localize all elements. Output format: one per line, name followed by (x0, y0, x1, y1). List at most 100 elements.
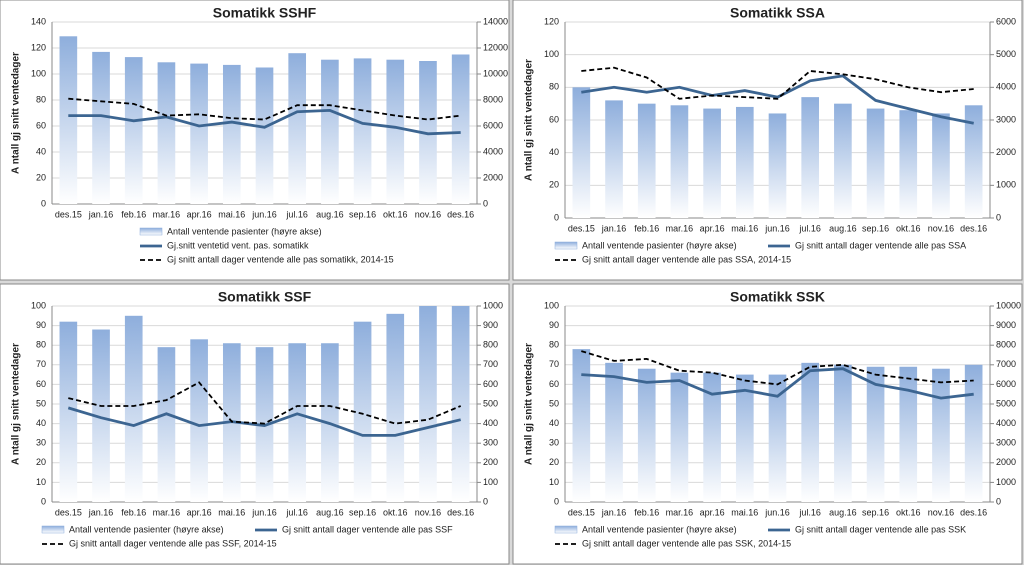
x-tick-label: mar.16 (666, 507, 694, 517)
y2-tick-label: 800 (483, 340, 498, 350)
x-tick-label: apr.16 (700, 223, 725, 233)
bar (353, 58, 372, 205)
y2-tick-label: 2000 (996, 457, 1016, 467)
legend-label: Gj snitt antall dager ventende alle pas … (795, 524, 966, 534)
x-tick-label: jun.16 (764, 223, 790, 233)
x-tick-label: apr.16 (700, 507, 725, 517)
bar (899, 110, 918, 218)
y-tick-label: 30 (36, 438, 46, 448)
bar (637, 368, 656, 502)
y-axis-label: A ntall gj snitt ventedager (11, 343, 22, 465)
y-tick-label: 80 (549, 82, 559, 92)
chart-title: Somatikk SSF (218, 289, 312, 305)
y-tick-label: 20 (549, 180, 559, 190)
x-tick-label: mai.16 (218, 507, 245, 517)
dashed-line (581, 66, 974, 100)
y2-tick-label: 700 (483, 359, 498, 369)
x-tick-label: apr.16 (187, 507, 212, 517)
y-tick-label: 20 (36, 172, 46, 182)
x-tick-label: aug.16 (829, 223, 857, 233)
bar (157, 347, 176, 502)
y-tick-label: 50 (36, 398, 46, 408)
chart-title: Somatikk SSA (730, 5, 825, 21)
x-tick-label: mar.16 (153, 507, 181, 517)
x-tick-label: mar.16 (153, 209, 181, 219)
y2-tick-label: 3000 (996, 438, 1016, 448)
y-tick-label: 0 (41, 198, 46, 208)
legend-label: Antall ventende pasienter (høyre akse) (582, 524, 737, 534)
y2-tick-label: 1000 (483, 300, 503, 310)
legend-swatch (139, 227, 163, 236)
chart-panel: Somatikk SSK A ntall gj snitt ventedager 0… (512, 283, 1023, 565)
bar (386, 59, 405, 205)
x-tick-label: sep.16 (862, 223, 889, 233)
x-tick-label: feb.16 (121, 507, 146, 517)
legend-label: Gj snitt antall dager ventende alle pas … (69, 538, 277, 548)
bar (866, 108, 885, 218)
y2-tick-label: 8000 (996, 340, 1016, 350)
y2-tick-label: 12000 (483, 42, 508, 52)
y-tick-label: 80 (549, 340, 559, 350)
y2-tick-label: 200 (483, 457, 498, 467)
x-tick-label: okt.16 (896, 507, 921, 517)
bar (768, 113, 787, 218)
y-tick-label: 0 (554, 212, 559, 222)
x-tick-label: jan.16 (601, 223, 627, 233)
chart-panel: Somatikk SSA A ntall gj snitt ventedager 0… (512, 0, 1023, 281)
y2-tick-label: 6000 (483, 120, 503, 130)
y-axis-label: A ntall gj snitt ventedager (524, 59, 535, 181)
bar (321, 59, 339, 205)
bar (353, 321, 372, 502)
bar (735, 374, 754, 502)
x-tick-label: aug.16 (829, 507, 857, 517)
y-tick-label: 100 (31, 68, 46, 78)
y-tick-label: 70 (36, 359, 46, 369)
x-tick-label: sep.16 (349, 209, 376, 219)
bar (572, 349, 591, 502)
y2-tick-label: 2000 (483, 172, 503, 182)
y2-tick-label: 300 (483, 438, 498, 448)
x-tick-label: feb.16 (634, 223, 659, 233)
bar (190, 63, 208, 204)
y-tick-label: 20 (36, 457, 46, 467)
bar (605, 100, 623, 218)
line (581, 74, 974, 125)
y2-tick-label: 100 (483, 477, 498, 487)
y-axis-label: A ntall gj snitt ventedager (11, 52, 22, 174)
bar (834, 364, 852, 502)
y2-tick-label: 500 (483, 398, 498, 408)
y2-tick-label: 3000 (996, 114, 1016, 124)
bar (670, 372, 689, 502)
y-tick-label: 30 (549, 438, 559, 448)
y-axis-label: A ntall gj snitt ventedager (524, 343, 535, 465)
bar (59, 36, 78, 204)
x-tick-label: des.15 (568, 223, 595, 233)
x-tick-label: nov.16 (928, 507, 954, 517)
x-tick-label: sep.16 (862, 507, 889, 517)
bar (866, 366, 885, 502)
legend-swatch (554, 525, 578, 534)
bar (703, 372, 721, 502)
x-tick-label: mar.16 (666, 223, 694, 233)
y2-tick-label: 6000 (996, 379, 1016, 389)
legend-swatch (554, 241, 578, 250)
bar (419, 306, 437, 502)
bar (222, 64, 241, 205)
bar (190, 339, 208, 502)
bar (670, 105, 689, 218)
x-tick-label: jun.16 (251, 507, 277, 517)
x-tick-label: okt.16 (896, 223, 921, 233)
y-tick-label: 120 (31, 42, 46, 52)
bar (735, 106, 754, 218)
y2-tick-label: 8000 (483, 94, 503, 104)
legend-label: Gj snitt antall dager ventende alle pas … (167, 254, 394, 264)
y2-tick-label: 7000 (996, 359, 1016, 369)
y2-tick-label: 5000 (996, 398, 1016, 408)
line (67, 406, 462, 437)
x-tick-label: jul.16 (798, 507, 821, 517)
x-tick-label: jul.16 (285, 209, 308, 219)
y-tick-label: 0 (41, 496, 46, 506)
y-tick-label: 80 (36, 340, 46, 350)
y2-tick-label: 9000 (996, 320, 1016, 330)
